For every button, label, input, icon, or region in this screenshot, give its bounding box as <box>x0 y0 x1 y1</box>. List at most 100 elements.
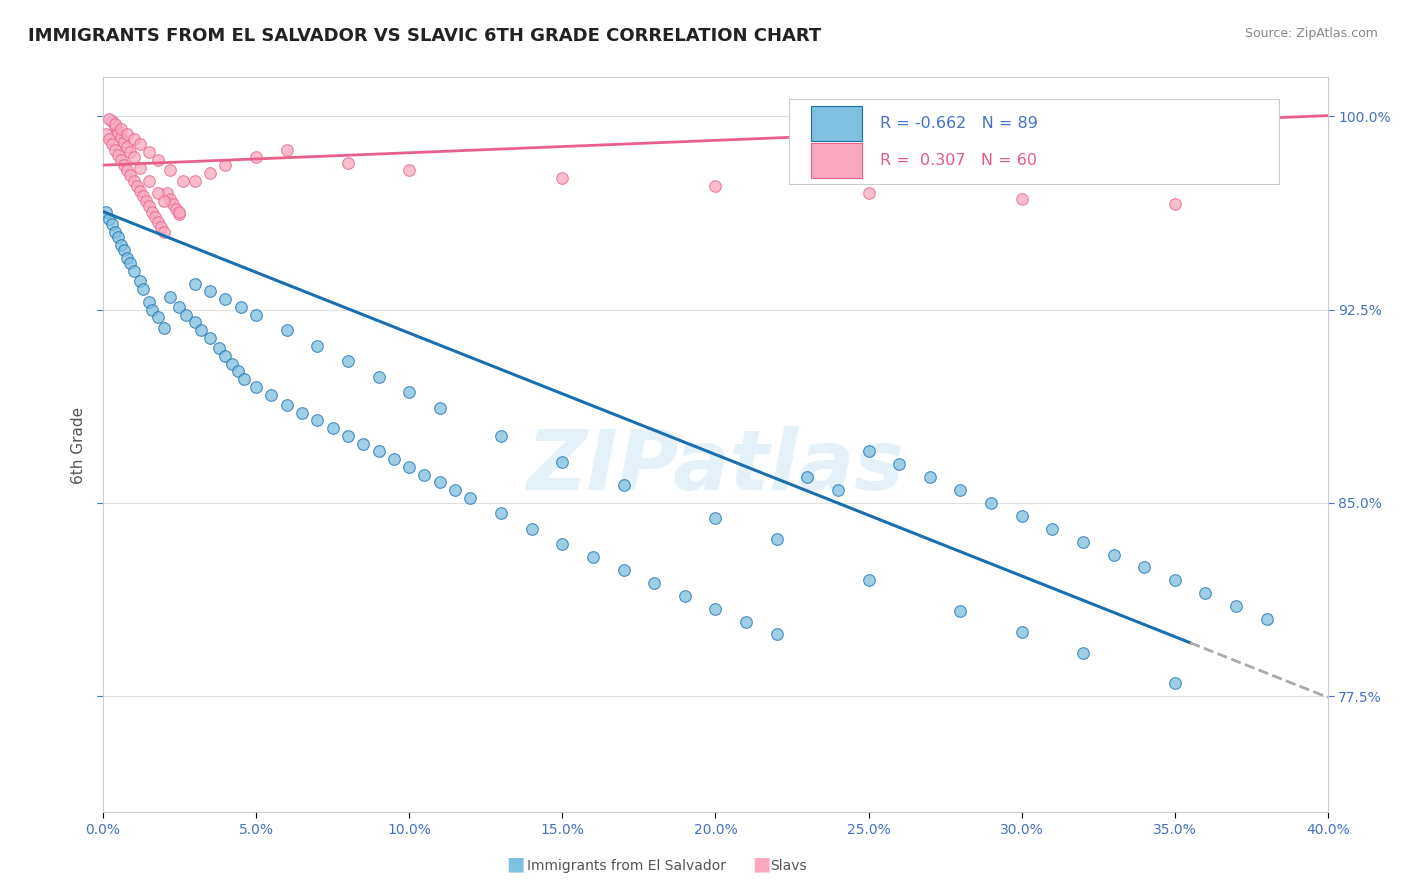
Point <box>112 244 135 258</box>
Point <box>101 218 124 232</box>
Point <box>214 349 236 363</box>
Point <box>135 194 157 209</box>
Point <box>122 150 145 164</box>
Point <box>949 483 972 497</box>
Point <box>98 212 121 227</box>
Point <box>1164 574 1187 588</box>
Point <box>643 575 665 590</box>
Text: Slavs: Slavs <box>770 859 807 872</box>
Point <box>98 132 121 146</box>
Point <box>146 215 169 229</box>
FancyBboxPatch shape <box>789 100 1279 184</box>
Point <box>117 127 139 141</box>
Point <box>156 186 179 201</box>
Point <box>184 277 207 291</box>
Point <box>107 125 129 139</box>
Point <box>918 470 941 484</box>
Point <box>1040 522 1063 536</box>
Point <box>146 153 169 167</box>
Point <box>198 166 221 180</box>
Point <box>398 459 420 474</box>
Point <box>122 132 145 146</box>
Point <box>336 354 359 368</box>
Point <box>704 601 727 615</box>
Text: ■: ■ <box>506 855 524 873</box>
Point <box>138 294 160 309</box>
Point <box>382 452 405 467</box>
Text: IMMIGRANTS FROM EL SALVADOR VS SLAVIC 6TH GRADE CORRELATION CHART: IMMIGRANTS FROM EL SALVADOR VS SLAVIC 6T… <box>28 27 821 45</box>
Point <box>104 143 127 157</box>
Point <box>1011 192 1033 206</box>
Point <box>612 563 634 577</box>
Point <box>367 444 389 458</box>
Point <box>125 178 148 193</box>
Point <box>307 413 329 427</box>
Point <box>107 230 129 244</box>
Point <box>141 204 163 219</box>
Point <box>1133 560 1156 574</box>
Point <box>221 357 243 371</box>
Point <box>112 135 135 149</box>
Point <box>260 387 283 401</box>
Point <box>226 364 249 378</box>
Point <box>132 189 155 203</box>
Point <box>120 256 142 270</box>
Point <box>276 143 298 157</box>
Text: Source: ZipAtlas.com: Source: ZipAtlas.com <box>1244 27 1378 40</box>
Point <box>101 114 124 128</box>
Point <box>1256 612 1278 626</box>
Text: R =  0.307   N = 60: R = 0.307 N = 60 <box>880 153 1036 168</box>
Point <box>169 204 191 219</box>
Point <box>1225 599 1247 614</box>
Point <box>765 532 787 546</box>
Point <box>94 127 117 141</box>
Point <box>980 496 1002 510</box>
Text: Immigrants from El Salvador: Immigrants from El Salvador <box>527 859 727 872</box>
Point <box>128 161 150 175</box>
Point <box>104 225 127 239</box>
Point <box>141 302 163 317</box>
Point <box>184 315 207 329</box>
Point <box>796 470 818 484</box>
Point <box>551 537 574 551</box>
Point <box>398 385 420 400</box>
Point <box>174 308 197 322</box>
Point <box>159 192 181 206</box>
Point <box>1011 508 1033 523</box>
Point <box>94 204 117 219</box>
Point <box>232 372 254 386</box>
Point <box>117 140 139 154</box>
Point <box>245 150 267 164</box>
Point <box>582 550 605 565</box>
Point <box>117 251 139 265</box>
Point <box>112 158 135 172</box>
Point <box>110 129 132 144</box>
Point <box>184 173 207 187</box>
Point <box>169 300 191 314</box>
Text: ■: ■ <box>752 855 770 873</box>
Point <box>429 401 451 415</box>
Point <box>444 483 467 497</box>
Point <box>153 320 176 334</box>
Point <box>1102 548 1125 562</box>
Point <box>153 194 176 209</box>
Point <box>489 429 512 443</box>
Text: R = -0.662   N = 89: R = -0.662 N = 89 <box>880 116 1038 130</box>
Point <box>307 339 329 353</box>
Point <box>765 627 787 641</box>
Point <box>551 455 574 469</box>
Point <box>429 475 451 490</box>
FancyBboxPatch shape <box>811 105 862 141</box>
Point <box>1071 646 1094 660</box>
Point <box>128 274 150 288</box>
Point <box>229 300 252 314</box>
Point <box>704 511 727 525</box>
Y-axis label: 6th Grade: 6th Grade <box>72 407 86 483</box>
Point <box>159 163 181 178</box>
Point <box>291 406 314 420</box>
Point <box>198 331 221 345</box>
Point <box>117 163 139 178</box>
Point <box>138 173 160 187</box>
Point <box>104 120 127 134</box>
Point <box>143 210 166 224</box>
